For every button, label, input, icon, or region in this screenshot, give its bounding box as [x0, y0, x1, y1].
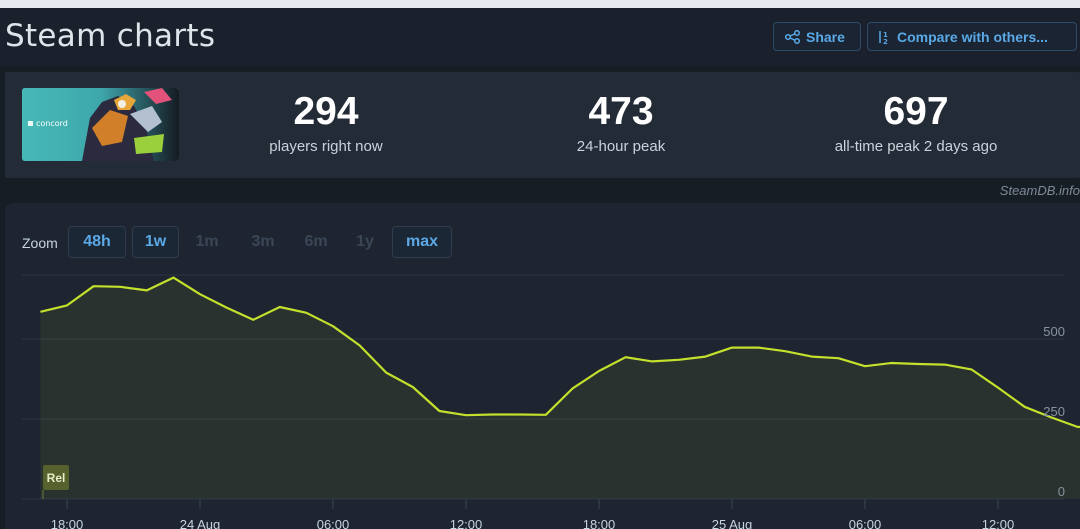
stat-label: 24-hour peak [576, 138, 666, 155]
stat-label: all-time peak 2 days ago [834, 138, 998, 155]
compare-icon: 1 2 [879, 30, 888, 45]
x-tick-label: 06:00 [849, 517, 882, 529]
share-label: Share [806, 28, 845, 45]
x-tick-label: 12:00 [982, 517, 1015, 529]
x-tick-label: 24 Aug [180, 517, 221, 529]
browser-top-strip [0, 0, 1080, 8]
compare-button[interactable]: 1 2 Compare with others... [867, 22, 1077, 51]
x-tick-label: 25 Aug [712, 517, 753, 529]
share-icon [784, 29, 801, 44]
page-title: Steam charts [5, 18, 216, 54]
series-area [40, 277, 1080, 499]
stats-bar [5, 72, 1080, 178]
svg-text:2: 2 [883, 38, 888, 45]
stat-value: 294 [293, 90, 359, 133]
zoom-max-button[interactable]: max [392, 226, 452, 258]
zoom-6m-button: 6m [304, 233, 328, 250]
share-button[interactable]: Share [773, 22, 861, 51]
stat-current-players: 294 players right now [196, 88, 456, 155]
stat-all-time-peak: 697 all-time peak 2 days ago [786, 88, 1046, 155]
x-tick-label: 18:00 [51, 517, 84, 529]
stat-value: 697 [883, 90, 949, 133]
stat-value: 473 [588, 90, 654, 133]
y-tick-label: 500 [1043, 324, 1065, 339]
zoom-3m-button: 3m [251, 233, 275, 250]
steamdb-credit[interactable]: SteamDB.info [999, 183, 1080, 198]
stat-label: players right now [269, 138, 383, 155]
game-logo-text: concord [36, 119, 68, 128]
y-tick-label: 250 [1043, 404, 1065, 419]
x-tick-label: 12:00 [450, 517, 483, 529]
compare-label: Compare with others... [897, 28, 1048, 45]
release-marker-label: Rel [47, 471, 66, 485]
x-tick-label: 06:00 [317, 517, 350, 529]
series-line [40, 276, 1080, 429]
release-marker [43, 465, 69, 490]
zoom-1m-button: 1m [195, 233, 219, 250]
stat-24h-peak: 473 24-hour peak [491, 88, 751, 155]
zoom-1w-button[interactable]: 1w [132, 226, 179, 258]
svg-text:1: 1 [883, 31, 888, 39]
game-capsule-image[interactable]: concord [22, 88, 179, 161]
zoom-48h-button[interactable]: 48h [68, 226, 126, 258]
zoom-1y-button: 1y [356, 233, 374, 250]
zoom-label: Zoom [22, 235, 58, 251]
game-artwork: concord [22, 88, 179, 161]
y-tick-label: 0 [1058, 484, 1065, 499]
x-tick-label: 18:00 [583, 517, 616, 529]
chart-panel [5, 203, 1080, 529]
